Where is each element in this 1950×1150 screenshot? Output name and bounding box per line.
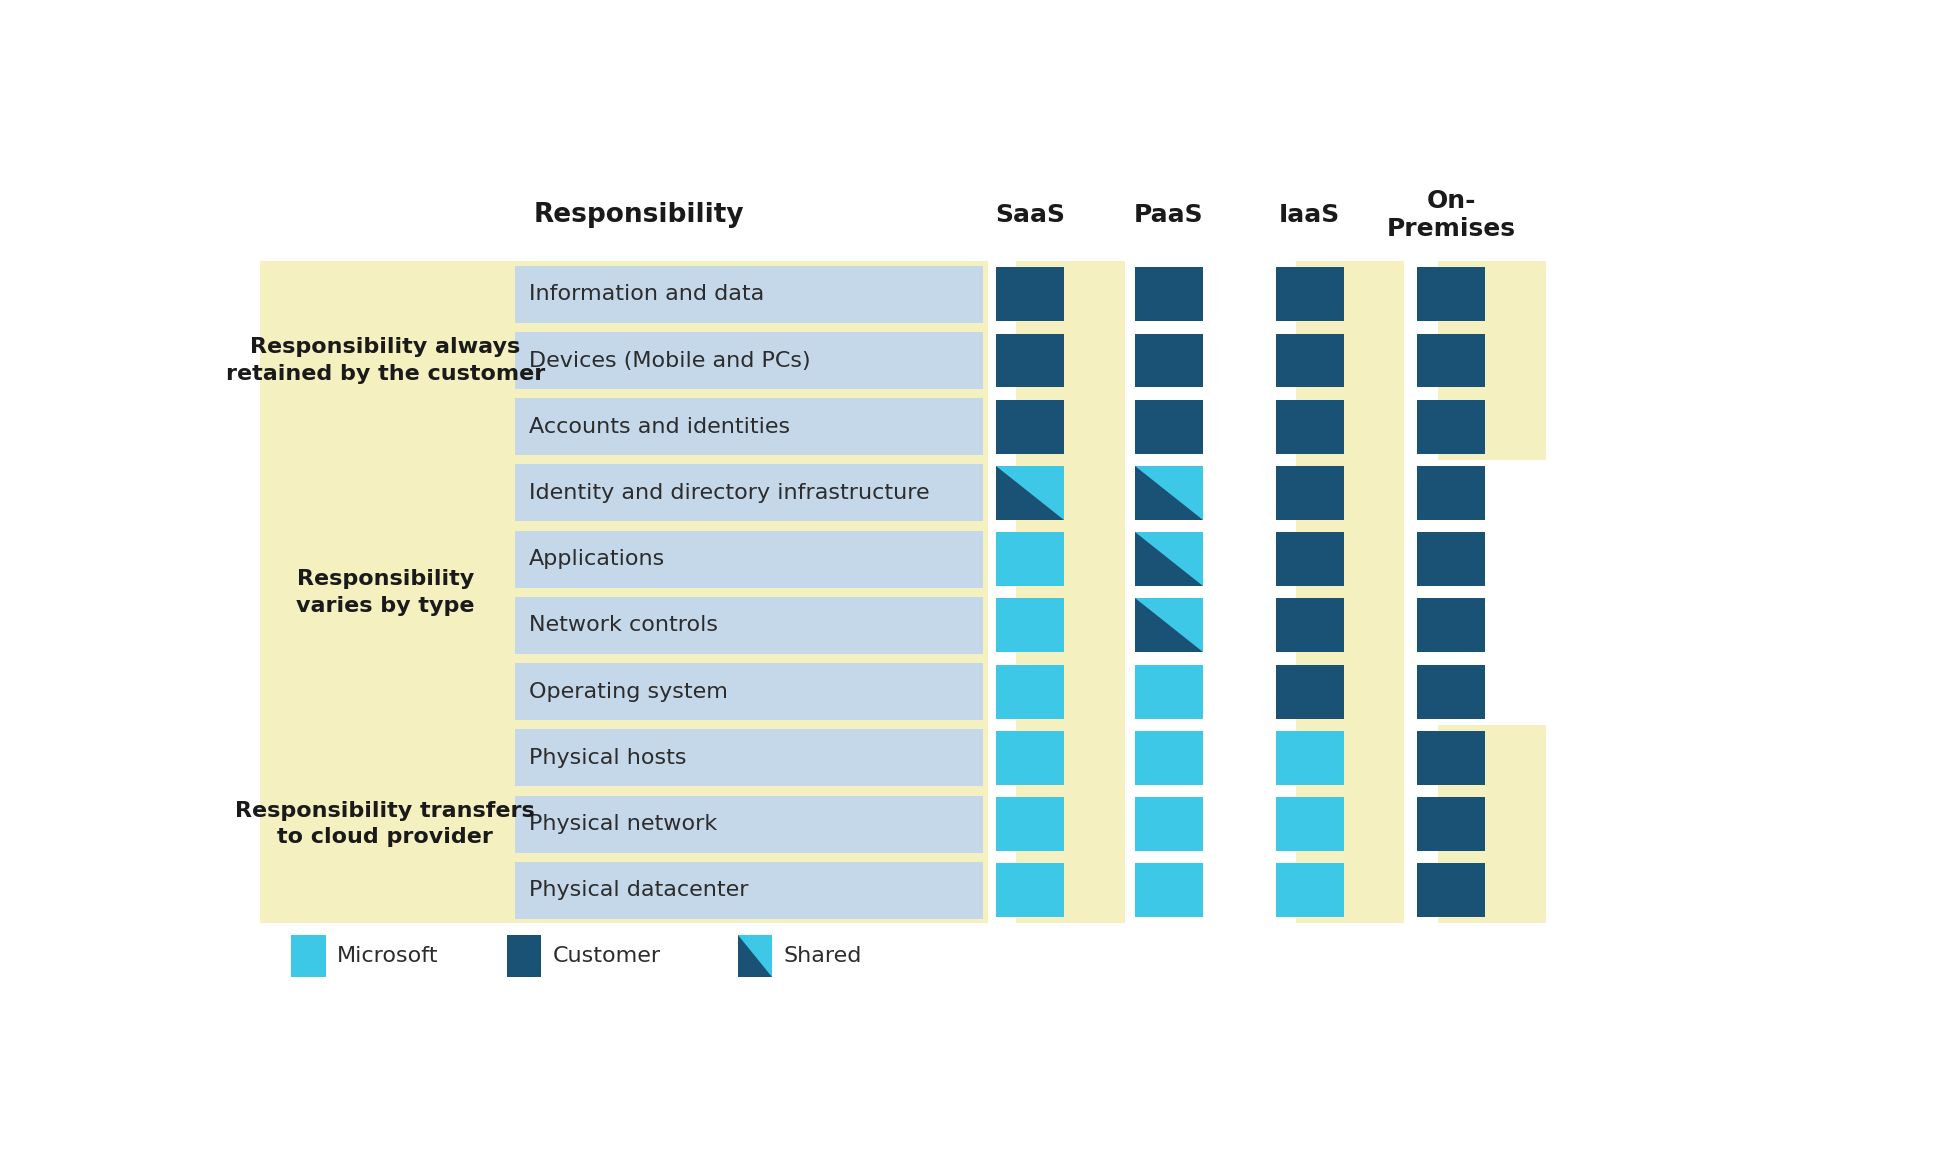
Bar bbox=[291, 935, 326, 978]
Bar bbox=[1135, 466, 1203, 520]
Text: Information and data: Information and data bbox=[528, 284, 764, 305]
Bar bbox=[996, 267, 1065, 321]
Bar bbox=[515, 664, 983, 720]
Bar bbox=[996, 797, 1065, 851]
Bar bbox=[1135, 334, 1203, 388]
Bar bbox=[1135, 267, 1203, 321]
Text: On-
Premises: On- Premises bbox=[1386, 189, 1515, 240]
Bar bbox=[1418, 864, 1486, 918]
Bar bbox=[515, 729, 983, 787]
Bar bbox=[737, 935, 772, 978]
Bar bbox=[1418, 400, 1486, 454]
Bar bbox=[515, 332, 983, 389]
Bar bbox=[1016, 261, 1125, 460]
Bar bbox=[1016, 460, 1125, 724]
Bar bbox=[507, 935, 542, 978]
Bar bbox=[515, 465, 983, 521]
Bar bbox=[1418, 267, 1486, 321]
Bar bbox=[1437, 261, 1546, 460]
Text: IaaS: IaaS bbox=[1279, 204, 1340, 227]
Bar bbox=[1275, 466, 1344, 520]
Bar bbox=[515, 530, 983, 588]
Bar bbox=[1016, 724, 1125, 923]
Bar bbox=[1275, 598, 1344, 652]
Text: Physical network: Physical network bbox=[528, 814, 718, 834]
Text: Devices (Mobile and PCs): Devices (Mobile and PCs) bbox=[528, 351, 811, 370]
Bar bbox=[996, 598, 1065, 652]
Bar bbox=[1135, 598, 1203, 652]
Bar bbox=[1418, 665, 1486, 719]
Bar bbox=[1418, 598, 1486, 652]
Bar bbox=[1297, 724, 1404, 923]
Bar bbox=[996, 532, 1065, 586]
Bar bbox=[1418, 731, 1486, 784]
Bar bbox=[1418, 797, 1486, 851]
Bar bbox=[1418, 532, 1486, 586]
Text: Network controls: Network controls bbox=[528, 615, 718, 636]
Bar bbox=[515, 398, 983, 455]
Text: Customer: Customer bbox=[552, 946, 661, 966]
Bar bbox=[1297, 460, 1404, 724]
Bar bbox=[259, 724, 989, 923]
Bar bbox=[515, 597, 983, 654]
Bar bbox=[259, 460, 989, 724]
Bar bbox=[996, 400, 1065, 454]
Text: Responsibility transfers
to cloud provider: Responsibility transfers to cloud provid… bbox=[236, 800, 534, 848]
Bar bbox=[1135, 665, 1203, 719]
Bar bbox=[1275, 400, 1344, 454]
Text: Responsibility
varies by type: Responsibility varies by type bbox=[296, 569, 474, 615]
Bar bbox=[1275, 731, 1344, 784]
Text: Responsibility always
retained by the customer: Responsibility always retained by the cu… bbox=[226, 337, 544, 384]
Polygon shape bbox=[1135, 598, 1203, 652]
Polygon shape bbox=[1135, 532, 1203, 586]
Polygon shape bbox=[737, 935, 772, 978]
Text: Accounts and identities: Accounts and identities bbox=[528, 416, 790, 437]
Bar bbox=[1275, 665, 1344, 719]
Bar bbox=[1275, 797, 1344, 851]
Text: Microsoft: Microsoft bbox=[337, 946, 439, 966]
Text: Identity and directory infrastructure: Identity and directory infrastructure bbox=[528, 483, 930, 503]
Text: Responsibility: Responsibility bbox=[534, 202, 745, 228]
Text: Physical datacenter: Physical datacenter bbox=[528, 880, 749, 900]
Bar bbox=[1275, 532, 1344, 586]
Bar bbox=[515, 861, 983, 919]
Bar bbox=[1418, 334, 1486, 388]
Bar bbox=[1135, 797, 1203, 851]
Bar bbox=[1135, 532, 1203, 586]
Bar bbox=[996, 864, 1065, 918]
Bar bbox=[259, 261, 989, 460]
Text: PaaS: PaaS bbox=[1135, 204, 1203, 227]
Bar bbox=[1297, 261, 1404, 460]
Bar bbox=[996, 665, 1065, 719]
Bar bbox=[1418, 466, 1486, 520]
Bar bbox=[1275, 267, 1344, 321]
Bar bbox=[1135, 731, 1203, 784]
Polygon shape bbox=[996, 466, 1065, 520]
Bar bbox=[1135, 400, 1203, 454]
Text: Physical hosts: Physical hosts bbox=[528, 748, 686, 768]
Bar bbox=[996, 731, 1065, 784]
Bar bbox=[1275, 864, 1344, 918]
Bar bbox=[515, 796, 983, 852]
Bar bbox=[996, 334, 1065, 388]
Text: SaaS: SaaS bbox=[994, 204, 1065, 227]
Text: Applications: Applications bbox=[528, 550, 665, 569]
Text: Operating system: Operating system bbox=[528, 682, 727, 702]
Bar bbox=[996, 466, 1065, 520]
Bar bbox=[1437, 724, 1546, 923]
Bar bbox=[515, 266, 983, 323]
Polygon shape bbox=[1135, 466, 1203, 520]
Bar bbox=[1135, 864, 1203, 918]
Bar bbox=[1275, 334, 1344, 388]
Text: Shared: Shared bbox=[784, 946, 862, 966]
